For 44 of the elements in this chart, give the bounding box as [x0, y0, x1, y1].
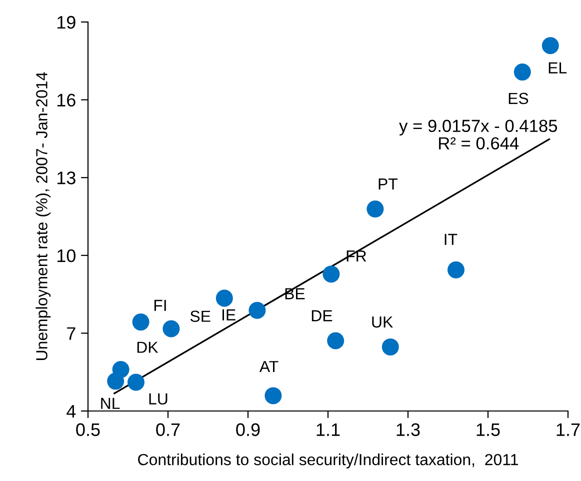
x-axis-title: Contributions to social security/Indirect taxation, 2011 — [138, 454, 518, 468]
point — [382, 338, 399, 356]
x-tick-label: 1.5 — [476, 423, 500, 436]
annotation: IE — [222, 309, 236, 320]
annotation: DK — [137, 342, 158, 353]
annotation: AT — [259, 361, 278, 372]
point — [132, 314, 150, 331]
point — [542, 37, 559, 54]
x-tick-label: 0.7 — [156, 423, 180, 436]
point — [366, 200, 384, 218]
annotation: NL — [101, 398, 120, 409]
point — [447, 261, 465, 278]
annotation: DE — [312, 310, 332, 322]
annotation: IT — [444, 234, 458, 245]
annotation: BE — [285, 288, 305, 300]
annotation: SE — [190, 310, 210, 322]
y-tick-label: 16 — [57, 94, 76, 107]
point — [107, 372, 124, 390]
annotation: UK — [372, 316, 393, 328]
annotation: EL — [548, 62, 567, 74]
annotation: FI — [154, 300, 166, 311]
point — [322, 266, 340, 283]
point — [264, 387, 282, 404]
x-tick-label: 1.3 — [396, 423, 420, 436]
point — [216, 290, 233, 307]
annotation: PT — [378, 178, 398, 190]
annotation: ES — [508, 92, 528, 104]
point — [327, 332, 344, 350]
y-tick-label: 7 — [67, 327, 76, 340]
y-tick-label: 13 — [57, 172, 76, 184]
y-axis-title: Unemployment rate (%), 2007- Jan-2014 — [36, 72, 51, 360]
x-tick-label: 1.1 — [316, 423, 340, 436]
y-tick-label: 10 — [57, 249, 76, 262]
point — [162, 320, 180, 338]
x-tick-label: 1.7 — [556, 423, 580, 436]
y-tick-label: 19 — [57, 16, 76, 29]
x-tick-label: 0.5 — [76, 423, 100, 436]
point — [248, 302, 266, 319]
y-tick-label: 4 — [66, 405, 76, 418]
annotation: y = 9.0157x - 0.4185 R² = 0.644 — [399, 120, 558, 150]
x-tick-label: 0.9 — [236, 423, 260, 436]
annotation: LU — [149, 393, 168, 405]
point — [127, 374, 145, 391]
point — [514, 64, 531, 81]
